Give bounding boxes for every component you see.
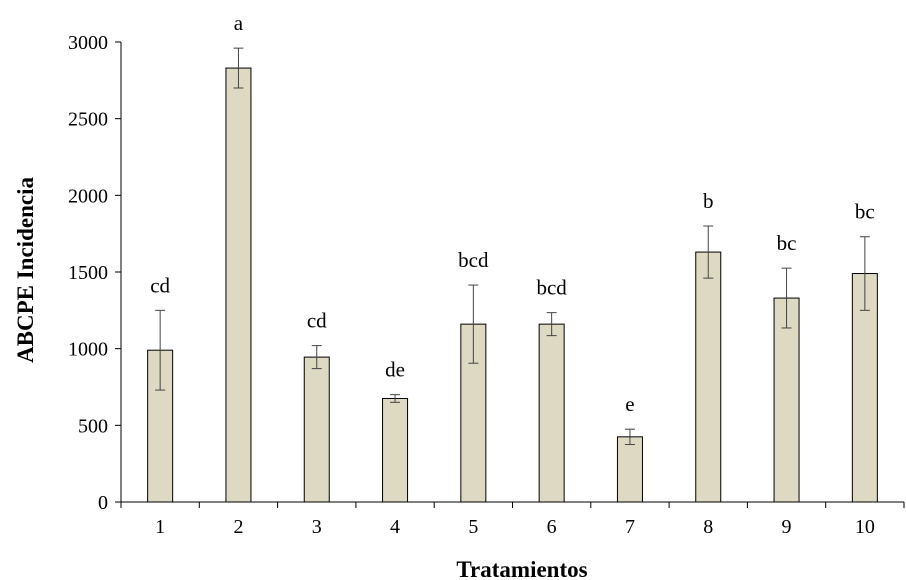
significance-letter: b — [703, 189, 714, 213]
bar-3 — [303, 356, 330, 503]
bars — [147, 67, 878, 503]
error-bar-5 — [468, 284, 479, 364]
bar-7 — [616, 436, 643, 503]
significance-letter: bcd — [458, 248, 489, 272]
error-bar-6 — [546, 312, 557, 337]
error-bar-10 — [859, 236, 870, 311]
error-bar-7 — [624, 428, 635, 445]
y-tick-label: 2500 — [68, 109, 108, 131]
x-tick-label: 1 — [155, 516, 165, 538]
bar-6 — [538, 323, 565, 503]
x-axis-label: Tratamientos — [456, 557, 587, 580]
significance-letter: bc — [777, 231, 797, 255]
x-tick-label: 6 — [547, 516, 557, 538]
y-tick-label: 500 — [78, 415, 108, 437]
bar-9 — [773, 297, 800, 503]
y-tick-label: 2000 — [68, 185, 108, 207]
bar-10 — [851, 273, 878, 503]
significance-letter: e — [625, 392, 634, 416]
significance-letter: cd — [307, 309, 327, 333]
significance-letter: bcd — [536, 276, 567, 300]
x-tick-label: 4 — [390, 516, 400, 538]
error-bar-3 — [311, 345, 322, 370]
y-axis-label: ABCPE Incidencia — [13, 177, 38, 363]
error-bar-4 — [390, 394, 401, 403]
bar-2 — [225, 67, 252, 503]
y-tick-label: 1000 — [68, 339, 108, 361]
x-tick-label: 5 — [468, 516, 478, 538]
bar-8 — [695, 251, 722, 503]
significance-letters: cd a cd de bcd bcd e b bc bc — [150, 11, 875, 416]
x-axis-ticks: 1 2 3 4 5 6 7 8 9 10 — [120, 502, 905, 538]
y-tick-label: 1500 — [68, 262, 108, 284]
significance-letter: cd — [150, 273, 170, 297]
significance-letter: a — [234, 11, 244, 35]
error-bar-9 — [781, 267, 792, 329]
error-bars — [155, 47, 870, 445]
y-tick-label: 0 — [98, 492, 108, 514]
significance-letter: de — [385, 358, 405, 382]
x-tick-label: 3 — [312, 516, 322, 538]
bar-4 — [382, 398, 409, 503]
y-tick-label: 3000 — [68, 32, 108, 54]
y-axis-ticks: 0 500 1000 1500 2000 2500 3000 — [68, 32, 121, 514]
x-tick-label: 10 — [855, 516, 875, 538]
x-tick-label: 7 — [625, 516, 635, 538]
error-bar-8 — [703, 225, 714, 279]
x-tick-label: 8 — [703, 516, 713, 538]
x-tick-label: 9 — [782, 516, 792, 538]
error-bar-1 — [155, 309, 166, 391]
x-tick-label: 2 — [233, 516, 243, 538]
significance-letter: bc — [855, 200, 875, 224]
error-bar-2 — [233, 47, 244, 89]
